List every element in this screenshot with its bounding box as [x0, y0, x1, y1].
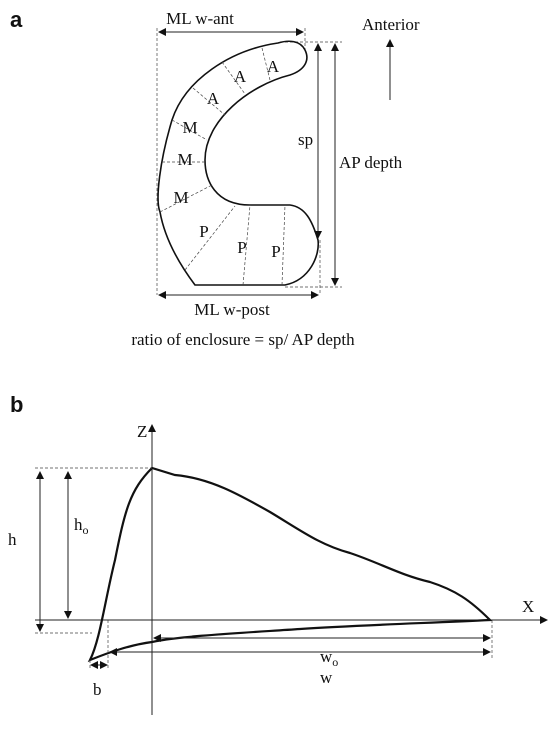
z-label: Z	[137, 422, 147, 441]
panel-b: b Z X h ho wo w b	[8, 392, 548, 715]
depth-label: AP depth	[339, 153, 403, 172]
x-label: X	[522, 597, 534, 616]
b-label: b	[93, 680, 102, 699]
region: P	[271, 242, 280, 261]
region: P	[237, 238, 246, 257]
formula: ratio of enclosure = sp/ AP depth	[131, 330, 355, 349]
panel-label: a	[10, 7, 23, 32]
region: M	[173, 188, 188, 207]
sub: o	[332, 655, 338, 669]
h-label: h	[8, 530, 17, 549]
wo-label: wo	[320, 647, 338, 669]
base: w	[320, 647, 333, 666]
direction: Anterior	[362, 15, 420, 34]
profile	[87, 466, 493, 663]
sp-label: sp	[298, 130, 313, 149]
region: A	[234, 67, 247, 86]
panel-label: b	[10, 392, 23, 417]
base: h	[74, 515, 83, 534]
top-width: ML w-ant	[166, 9, 234, 28]
w-label: w	[320, 668, 333, 687]
ho-label: ho	[74, 515, 89, 537]
region: A	[267, 57, 280, 76]
region: M	[182, 118, 197, 137]
sub: o	[83, 523, 89, 537]
panel-a: a ML w-ant Anterior A A A M M M P P P sp…	[10, 7, 420, 349]
dividers	[159, 47, 286, 286]
region: A	[207, 89, 220, 108]
region: P	[199, 222, 208, 241]
region: M	[177, 150, 192, 169]
bottom-width: ML w-post	[194, 300, 270, 319]
outline	[157, 40, 320, 286]
